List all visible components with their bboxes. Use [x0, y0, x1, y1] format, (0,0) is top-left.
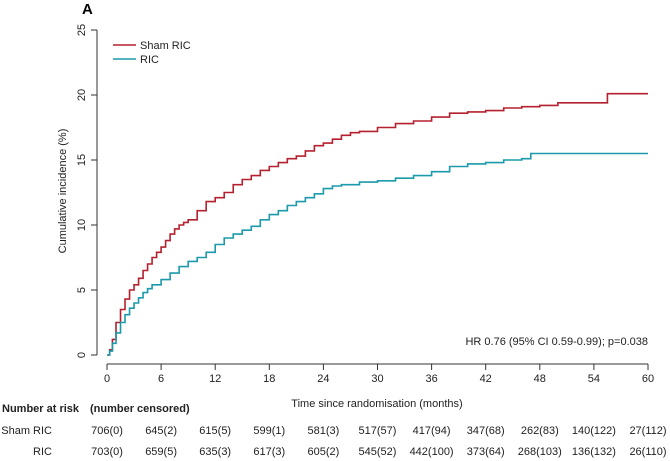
y-tick-label-20: 20	[76, 89, 88, 101]
risk-value-sham-ric-6: 645(2)	[145, 425, 177, 437]
x-tick-label-48: 48	[534, 373, 546, 385]
x-tick-label-42: 42	[480, 373, 492, 385]
x-tick-label-12: 12	[209, 373, 221, 385]
x-tick-label-18: 18	[263, 373, 275, 385]
hazard-ratio-annotation: HR 0.76 (95% CI 0.59-0.99); p=0.038	[465, 336, 648, 348]
risk-value-sham-ric-18: 599(1)	[253, 425, 285, 437]
y-tick-label-5: 5	[76, 287, 88, 293]
risk-table: Number at risk (number censored) Sham RI…	[1, 403, 666, 458]
x-axis-label: Time since randomisation (months)	[291, 398, 462, 410]
risk-table-subheader: (number censored)	[90, 403, 190, 415]
y-tick-label-10: 10	[76, 219, 88, 231]
risk-row-label-ric: RIC	[33, 446, 52, 458]
legend-label-sham-ric: Sham RIC	[140, 40, 191, 52]
risk-value-sham-ric-0: 706(0)	[91, 425, 123, 437]
risk-value-ric-0: 703(0)	[91, 446, 123, 458]
x-tick-label-6: 6	[158, 373, 164, 385]
x-tick-label-0: 0	[104, 373, 110, 385]
x-tick-label-30: 30	[371, 373, 383, 385]
risk-value-ric-54: 136(132)	[572, 446, 616, 458]
risk-value-ric-36: 442(100)	[410, 446, 454, 458]
risk-value-sham-ric-36: 417(94)	[413, 425, 451, 437]
axes: 0 5 10 15 20 25 0 6 12 18 24 30 36 42 48 54 60	[76, 24, 654, 385]
legend-label-ric: RIC	[140, 54, 159, 66]
y-tick-label-25: 25	[76, 24, 88, 36]
y-tick-label-0: 0	[76, 352, 88, 358]
risk-table-values: 706(0) 645(2) 615(5) 599(1) 581(3) 517(57) 417…	[91, 425, 666, 458]
risk-value-ric-6: 659(5)	[145, 446, 177, 458]
x-tick-label-54: 54	[588, 373, 600, 385]
series-lines	[107, 92, 648, 356]
series-line-ric	[107, 152, 648, 356]
series-line-sham-ric	[107, 92, 648, 356]
risk-value-ric-24: 605(2)	[308, 446, 340, 458]
risk-value-ric-30: 545(52)	[359, 446, 397, 458]
risk-row-label-sham-ric: Sham RIC	[1, 425, 52, 437]
x-tick-label-24: 24	[317, 373, 329, 385]
y-tick-label-15: 15	[76, 154, 88, 166]
risk-value-ric-48: 268(103)	[518, 446, 562, 458]
risk-value-ric-18: 617(3)	[253, 446, 285, 458]
risk-value-ric-42: 373(64)	[467, 446, 505, 458]
y-axis-label: Cumulative incidence (%)	[57, 129, 69, 254]
risk-value-ric-12: 635(3)	[199, 446, 231, 458]
risk-value-ric-60: 26(110)	[629, 446, 666, 458]
risk-value-sham-ric-54: 140(122)	[572, 425, 616, 437]
risk-value-sham-ric-30: 517(57)	[359, 425, 397, 437]
x-tick-label-60: 60	[642, 373, 654, 385]
risk-value-sham-ric-42: 347(68)	[467, 425, 505, 437]
risk-table-header: Number at risk	[2, 403, 80, 415]
risk-value-sham-ric-12: 615(5)	[199, 425, 231, 437]
risk-value-sham-ric-60: 27(112)	[629, 425, 666, 437]
legend: Sham RIC RIC	[113, 40, 191, 66]
risk-value-sham-ric-24: 581(3)	[308, 425, 340, 437]
x-tick-label-36: 36	[425, 373, 437, 385]
risk-value-sham-ric-48: 262(83)	[521, 425, 559, 437]
panel-label: A	[82, 1, 93, 18]
